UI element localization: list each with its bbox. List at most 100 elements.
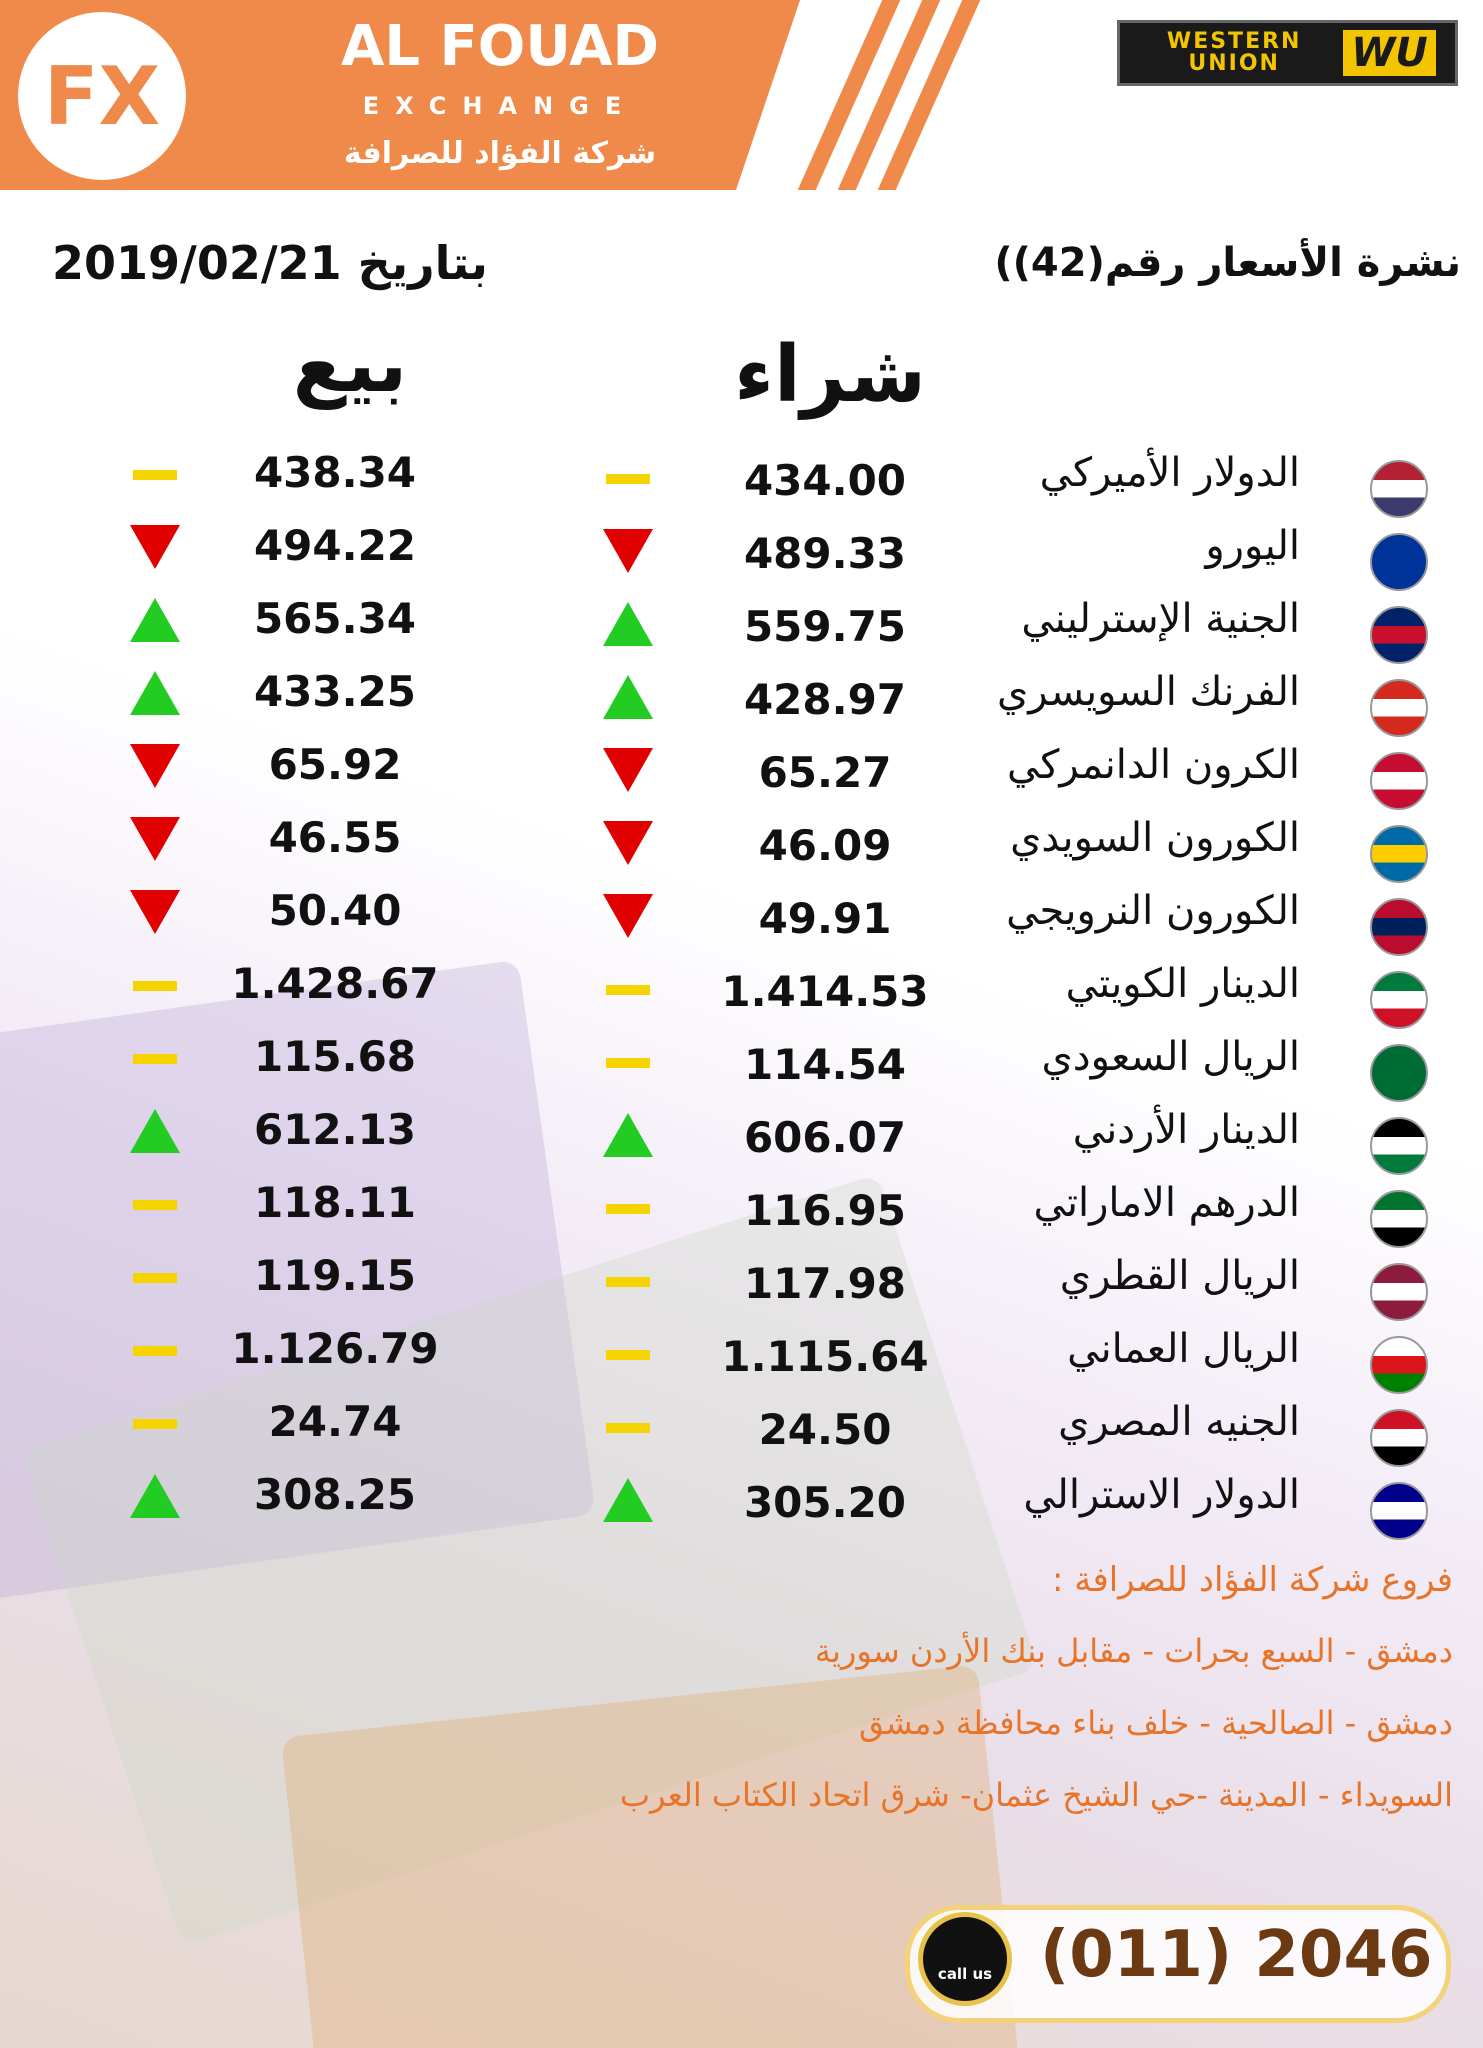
trend-up <box>130 1109 180 1153</box>
currency-name: الدينار الأردني <box>1072 1107 1300 1153</box>
flag <box>1370 679 1428 737</box>
arabic-brand: شركة الفؤاد للصرافة <box>343 136 657 171</box>
flag <box>1370 825 1428 883</box>
sell-value: 494.22 <box>253 521 417 570</box>
currency-name: الدينار الكويتي <box>1065 961 1300 1007</box>
trend-down <box>603 529 653 573</box>
buy-value: 606.07 <box>743 1113 907 1162</box>
branches-title: فروع شركة الفؤاد للصرافة : <box>1051 1560 1453 1600</box>
sell-value: 438.34 <box>253 448 417 497</box>
partner-mark: WU <box>1343 30 1436 76</box>
currency-name: الجنيه المصري <box>1058 1399 1300 1445</box>
trend-same <box>606 474 650 484</box>
buy-value: 24.50 <box>758 1405 892 1454</box>
buy-value: 49.91 <box>758 894 892 943</box>
buy-value: 114.54 <box>743 1040 907 1089</box>
trend-up <box>130 598 180 642</box>
currency-name: اليورو <box>1205 523 1300 569</box>
trend-same <box>606 1204 650 1214</box>
flag <box>1370 460 1428 518</box>
call-button[interactable]: call us <box>918 1912 1012 2006</box>
branch: دمشق - الصالحية - خلف بناء محافظة دمشق <box>858 1704 1453 1742</box>
buy-value: 65.27 <box>758 748 892 797</box>
currency-name: الفرنك السويسري <box>996 669 1300 715</box>
currency-name: الريال السعودي <box>1041 1034 1300 1080</box>
sell-value: 65.92 <box>268 740 402 789</box>
buy-value: 1.115.64 <box>721 1332 929 1381</box>
trend-up <box>603 1478 653 1522</box>
partner-logo: WESTERN UNION WU <box>1117 20 1458 86</box>
trend-up <box>130 671 180 715</box>
buy-value: 1.414.53 <box>721 967 929 1016</box>
partner: WESTERN UNION <box>1166 29 1302 76</box>
phone: (011) 2046 <box>1040 1918 1433 1992</box>
trend-up <box>603 675 653 719</box>
brand: AL FOUAD <box>341 14 659 79</box>
trend-down <box>130 890 180 934</box>
sell-value: 118.11 <box>253 1178 417 1227</box>
sell-value: 1.428.67 <box>231 959 439 1008</box>
sell-value: 1.126.79 <box>231 1324 439 1373</box>
trend-same <box>133 1273 177 1283</box>
currency-name: الكرون الدانمركي <box>1007 742 1300 788</box>
currency-name: الكورون النرويجي <box>1006 888 1300 934</box>
flag <box>1370 752 1428 810</box>
trend-down <box>130 525 180 569</box>
trend-same <box>606 1058 650 1068</box>
flag <box>1370 1263 1428 1321</box>
flag <box>1370 1409 1428 1467</box>
buy-header: شراء <box>734 330 926 420</box>
flag <box>1370 533 1428 591</box>
trend-up <box>603 1113 653 1157</box>
flag <box>1370 1117 1428 1175</box>
flag <box>1370 1044 1428 1102</box>
logo: FX <box>18 12 186 180</box>
flag <box>1370 1190 1428 1248</box>
sell-value: 50.40 <box>268 886 402 935</box>
currency-name: الجنية الإسترليني <box>1021 596 1300 642</box>
sell-value: 565.34 <box>253 594 417 643</box>
currency-name: الدولار الاسترالي <box>1023 1472 1300 1518</box>
buy-value: 116.95 <box>743 1186 907 1235</box>
sell-value: 115.68 <box>253 1032 417 1081</box>
trend-same <box>133 1419 177 1429</box>
trend-down <box>130 744 180 788</box>
branch: السويداء - المدينة -حي الشيخ عثمان- شرق … <box>619 1776 1453 1814</box>
trend-down <box>603 821 653 865</box>
currency-name: الدولار الأميركي <box>1039 450 1300 496</box>
subbrand: EXCHANGE <box>362 92 638 120</box>
trend-down <box>603 894 653 938</box>
buy-value: 46.09 <box>758 821 892 870</box>
flag <box>1370 898 1428 956</box>
trend-same <box>133 470 177 480</box>
buy-value: 305.20 <box>743 1478 907 1527</box>
branch: دمشق - السبع بحرات - مقابل بنك الأردن سو… <box>814 1632 1453 1670</box>
call-label: call us <box>937 1965 993 1983</box>
trend-same <box>606 985 650 995</box>
date: بتاريخ 2019/02/21 <box>52 236 488 290</box>
currency-name: الريال العماني <box>1067 1326 1300 1372</box>
sell-value: 24.74 <box>268 1397 402 1446</box>
flag <box>1370 1336 1428 1394</box>
trend-same <box>133 1054 177 1064</box>
flag <box>1370 1482 1428 1540</box>
trend-same <box>606 1277 650 1287</box>
currency-name: الكورون السويدي <box>1010 815 1300 861</box>
currency-name: الدرهم الاماراتي <box>1033 1180 1300 1226</box>
trend-down <box>603 748 653 792</box>
trend-up <box>603 602 653 646</box>
buy-value: 489.33 <box>743 529 907 578</box>
trend-same <box>133 1346 177 1356</box>
sell-value: 46.55 <box>268 813 402 862</box>
flag <box>1370 971 1428 1029</box>
trend-same <box>133 981 177 991</box>
sell-value: 433.25 <box>253 667 417 716</box>
trend-down <box>130 817 180 861</box>
buy-value: 434.00 <box>743 456 907 505</box>
trend-same <box>606 1423 650 1433</box>
sell-value: 612.13 <box>253 1105 417 1154</box>
sell-header: بيع <box>292 320 408 410</box>
sell-value: 308.25 <box>253 1470 417 1519</box>
trend-same <box>606 1350 650 1360</box>
